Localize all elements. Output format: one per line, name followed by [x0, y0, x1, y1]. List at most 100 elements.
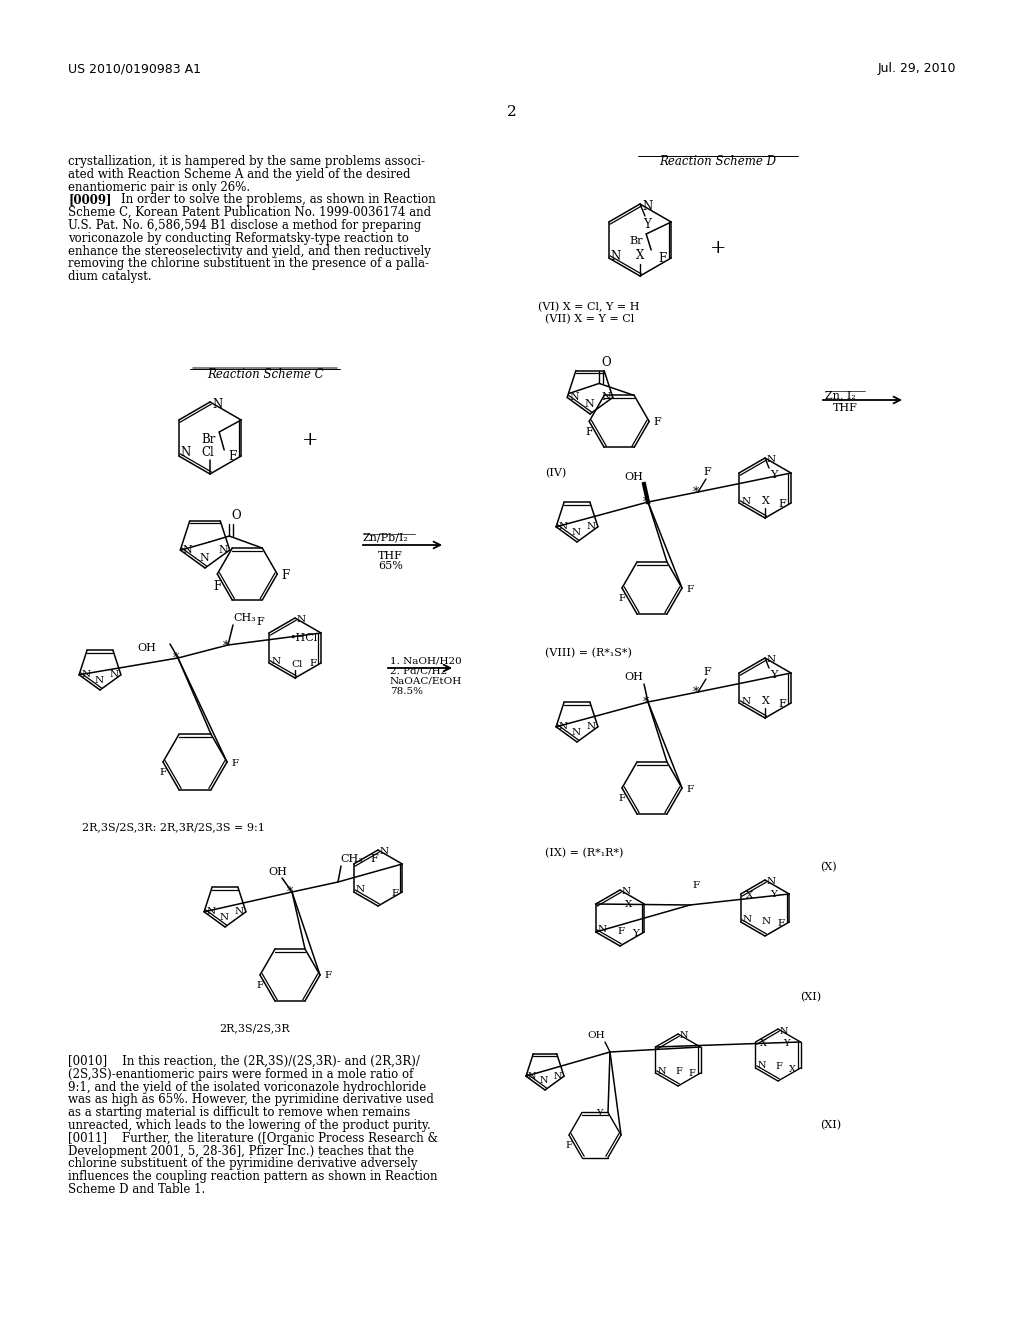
- Text: CH₃: CH₃: [340, 854, 362, 865]
- Text: dium catalyst.: dium catalyst.: [68, 271, 152, 284]
- Text: N: N: [741, 697, 751, 705]
- Text: F: F: [689, 1069, 695, 1078]
- Text: *: *: [643, 496, 649, 510]
- Text: F: F: [391, 888, 398, 898]
- Text: 2R,3S/2S,3R: 2R,3R/2S,3S = 9:1: 2R,3S/2S,3R: 2R,3R/2S,3S = 9:1: [82, 822, 265, 832]
- Text: Cl: Cl: [202, 446, 214, 459]
- Text: N: N: [110, 671, 119, 680]
- Text: N: N: [571, 528, 581, 537]
- Text: N: N: [571, 729, 581, 737]
- Text: F: F: [777, 919, 784, 928]
- Text: NaOAC/EtOH: NaOAC/EtOH: [390, 677, 462, 686]
- Text: N: N: [780, 1027, 788, 1035]
- Text: Cl: Cl: [291, 660, 303, 669]
- Text: Y: Y: [770, 470, 777, 480]
- Text: F: F: [653, 417, 660, 428]
- Text: (XI): (XI): [800, 993, 821, 1002]
- Text: F: F: [160, 768, 167, 777]
- Text: N: N: [218, 545, 227, 554]
- Text: X: X: [636, 249, 644, 261]
- Text: Y: Y: [633, 928, 639, 937]
- Text: chlorine substituent of the pyrimidine derivative adversely: chlorine substituent of the pyrimidine d…: [68, 1158, 418, 1171]
- Text: enhance the stereoselectivity and yield, and then reductively: enhance the stereoselectivity and yield,…: [68, 244, 431, 257]
- Text: N: N: [657, 1067, 666, 1076]
- Text: (2S,3S)-enantiomeric pairs were formed in a mole ratio of: (2S,3S)-enantiomeric pairs were formed i…: [68, 1068, 414, 1081]
- Text: N: N: [199, 553, 209, 564]
- Text: F: F: [586, 428, 593, 437]
- Text: (IV): (IV): [545, 469, 566, 478]
- Text: N: N: [182, 545, 193, 554]
- Text: ated with Reaction Scheme A and the yield of the desired: ated with Reaction Scheme A and the yiel…: [68, 168, 411, 181]
- Text: N: N: [587, 523, 596, 531]
- Text: F: F: [676, 1067, 682, 1076]
- Text: (VIII) = (R*₁S*): (VIII) = (R*₁S*): [545, 648, 632, 659]
- Text: •HCl: •HCl: [289, 634, 317, 643]
- Text: Y: Y: [643, 218, 651, 231]
- Text: N: N: [622, 887, 631, 896]
- Text: (VII) X = Y = Cl: (VII) X = Y = Cl: [545, 314, 634, 325]
- Text: 78.5%: 78.5%: [390, 686, 423, 696]
- Text: influences the coupling reaction pattern as shown in Reaction: influences the coupling reaction pattern…: [68, 1171, 437, 1183]
- Text: N: N: [355, 886, 365, 895]
- Text: X: X: [762, 696, 770, 706]
- Text: (X): (X): [820, 862, 837, 873]
- Text: (IX) = (R*₁R*): (IX) = (R*₁R*): [545, 847, 624, 858]
- Text: N: N: [587, 722, 596, 731]
- Text: N: N: [569, 392, 579, 403]
- Text: N: N: [758, 1061, 766, 1071]
- Text: Y: Y: [770, 671, 777, 680]
- Text: Reaction Scheme C: Reaction Scheme C: [207, 368, 324, 381]
- Text: F: F: [231, 759, 239, 767]
- Text: 2: 2: [507, 106, 517, 119]
- Text: N: N: [611, 249, 622, 263]
- Text: *: *: [693, 487, 699, 499]
- Text: F: F: [775, 1063, 782, 1071]
- Text: F: F: [686, 585, 693, 594]
- Text: Jul. 29, 2010: Jul. 29, 2010: [878, 62, 956, 75]
- Text: 2R,3S/2S,3R: 2R,3S/2S,3R: [220, 1023, 291, 1034]
- Text: 9:1, and the yield of the isolated voriconazole hydrochloride: 9:1, and the yield of the isolated voric…: [68, 1081, 426, 1093]
- Text: as a starting material is difficult to remove when remains: as a starting material is difficult to r…: [68, 1106, 411, 1119]
- Text: N: N: [554, 1072, 562, 1081]
- Text: F: F: [778, 499, 786, 510]
- Text: Reaction Scheme D: Reaction Scheme D: [659, 154, 776, 168]
- Text: *: *: [693, 686, 699, 700]
- Text: (XI): (XI): [820, 1119, 841, 1130]
- Text: +: +: [710, 239, 726, 257]
- Text: F: F: [282, 569, 290, 582]
- Text: (VI) X = Cl, Y = H: (VI) X = Cl, Y = H: [538, 302, 640, 313]
- Text: U.S. Pat. No. 6,586,594 B1 disclose a method for preparing: U.S. Pat. No. 6,586,594 B1 disclose a me…: [68, 219, 421, 232]
- Text: F: F: [618, 795, 626, 803]
- Text: *: *: [643, 697, 649, 710]
- Text: Zn, I₂: Zn, I₂: [825, 389, 856, 400]
- Text: X: X: [745, 891, 753, 899]
- Text: THF: THF: [378, 550, 402, 561]
- Text: N: N: [598, 925, 607, 935]
- Text: removing the chlorine substituent in the presence of a palla-: removing the chlorine substituent in the…: [68, 257, 429, 271]
- Text: F: F: [256, 616, 264, 627]
- Text: 65%: 65%: [378, 561, 402, 572]
- Text: F: F: [370, 854, 378, 865]
- Text: OH: OH: [268, 867, 287, 876]
- Text: F: F: [686, 784, 693, 793]
- Text: *: *: [287, 887, 293, 899]
- Text: *: *: [223, 639, 229, 652]
- Text: F: F: [213, 579, 221, 593]
- Text: N: N: [558, 523, 567, 531]
- Text: US 2010/0190983 A1: US 2010/0190983 A1: [68, 62, 201, 75]
- Text: THF: THF: [833, 403, 858, 413]
- Text: F: F: [618, 594, 626, 603]
- Text: crystallization, it is hampered by the same problems associ-: crystallization, it is hampered by the s…: [68, 154, 425, 168]
- Text: F: F: [617, 927, 625, 936]
- Text: O: O: [231, 510, 241, 521]
- Text: N: N: [680, 1031, 688, 1040]
- Text: OH: OH: [137, 643, 156, 653]
- Text: OH: OH: [624, 672, 643, 682]
- Text: F: F: [228, 450, 237, 463]
- Text: N: N: [206, 907, 215, 916]
- Text: F: F: [324, 972, 331, 981]
- Text: N: N: [762, 917, 771, 927]
- Text: X: X: [625, 900, 633, 909]
- Text: *: *: [173, 652, 179, 665]
- Text: Y: Y: [770, 890, 777, 899]
